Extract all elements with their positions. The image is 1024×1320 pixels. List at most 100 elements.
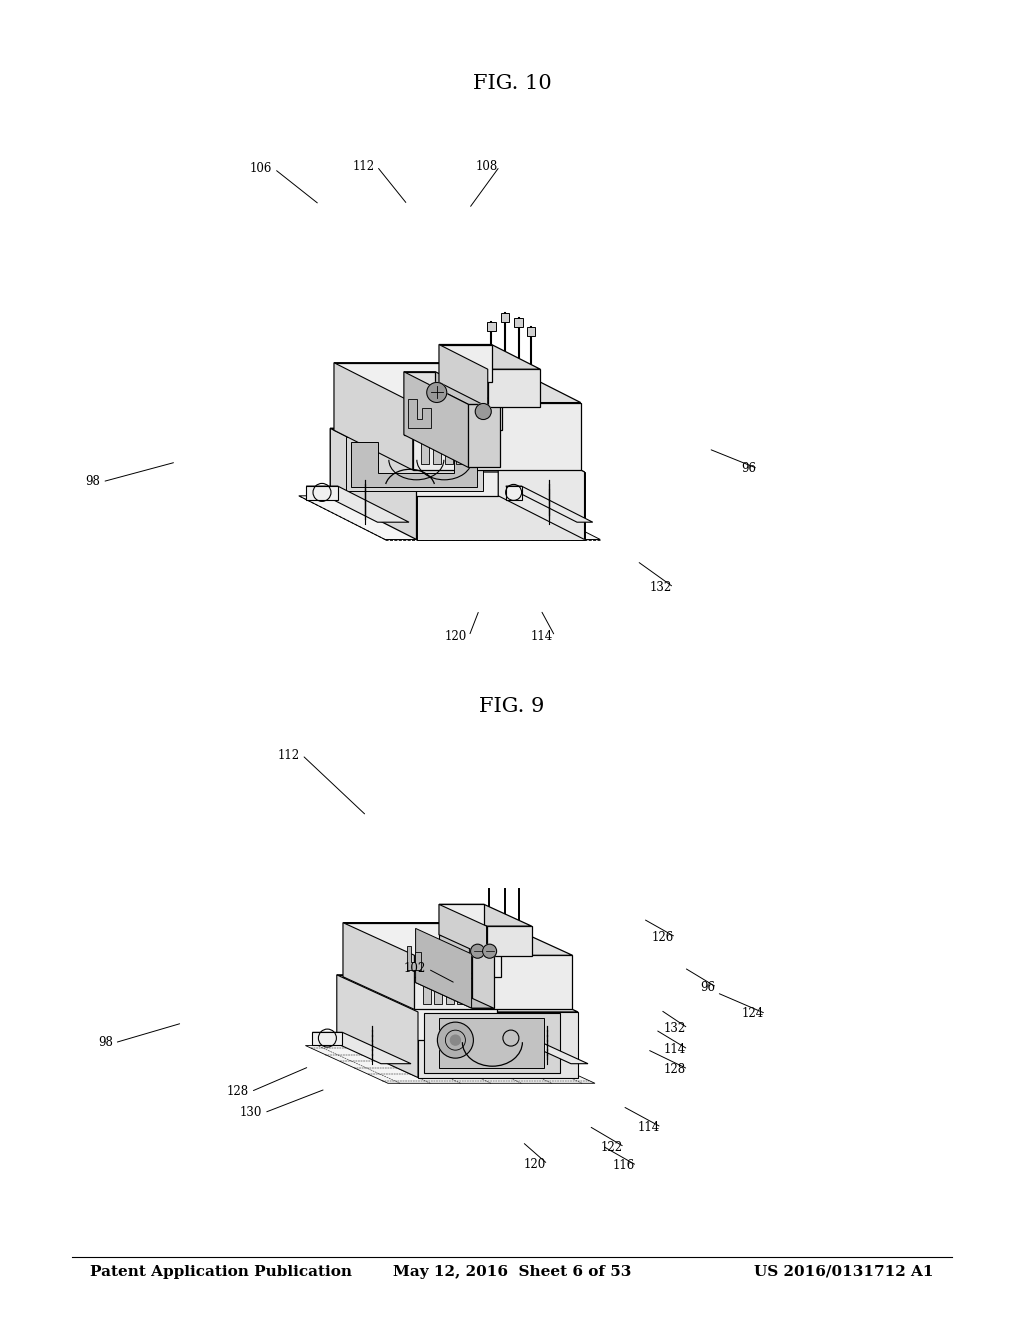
Text: 96: 96 — [740, 462, 756, 475]
Text: 124: 124 — [741, 1007, 764, 1020]
Polygon shape — [440, 383, 450, 433]
Polygon shape — [439, 904, 531, 927]
Polygon shape — [487, 370, 541, 407]
Polygon shape — [439, 904, 484, 935]
Polygon shape — [407, 945, 421, 970]
Polygon shape — [337, 975, 418, 1077]
Polygon shape — [312, 1032, 411, 1064]
Polygon shape — [501, 313, 509, 322]
Text: 128: 128 — [664, 1063, 686, 1076]
Polygon shape — [416, 928, 472, 1008]
Text: 114: 114 — [637, 1121, 659, 1134]
Text: 128: 128 — [226, 1085, 249, 1098]
Polygon shape — [306, 486, 338, 499]
Polygon shape — [337, 975, 497, 1040]
Polygon shape — [506, 486, 593, 523]
Circle shape — [482, 944, 497, 958]
Text: 120: 120 — [523, 1158, 546, 1171]
Text: 120: 120 — [444, 630, 467, 643]
Polygon shape — [334, 363, 502, 430]
Polygon shape — [486, 927, 531, 957]
Polygon shape — [461, 378, 482, 383]
Polygon shape — [468, 408, 476, 465]
Polygon shape — [433, 408, 441, 465]
Text: 106: 106 — [250, 162, 272, 176]
Polygon shape — [343, 923, 572, 956]
Polygon shape — [434, 960, 442, 1003]
Polygon shape — [468, 960, 476, 1003]
Polygon shape — [503, 1032, 588, 1064]
Text: 122: 122 — [600, 1140, 623, 1154]
Polygon shape — [305, 1045, 595, 1084]
Polygon shape — [343, 923, 501, 977]
Text: 96: 96 — [699, 981, 715, 994]
Polygon shape — [458, 403, 476, 408]
Polygon shape — [439, 345, 541, 370]
Text: 108: 108 — [475, 160, 498, 173]
Text: May 12, 2016  Sheet 6 of 53: May 12, 2016 Sheet 6 of 53 — [393, 1265, 631, 1279]
Polygon shape — [514, 318, 523, 327]
Polygon shape — [503, 1032, 519, 1044]
Polygon shape — [444, 408, 453, 465]
Polygon shape — [403, 372, 500, 404]
Polygon shape — [343, 923, 415, 1010]
Polygon shape — [334, 363, 581, 403]
Polygon shape — [469, 925, 482, 978]
Polygon shape — [457, 960, 465, 1003]
Text: 132: 132 — [649, 581, 672, 594]
Polygon shape — [331, 428, 499, 496]
Polygon shape — [312, 1032, 342, 1044]
Circle shape — [475, 404, 492, 420]
Polygon shape — [331, 428, 585, 473]
Polygon shape — [411, 403, 429, 408]
Polygon shape — [416, 982, 494, 1008]
Text: 116: 116 — [612, 1159, 635, 1172]
Polygon shape — [421, 408, 429, 465]
Polygon shape — [472, 954, 494, 1008]
Polygon shape — [346, 437, 482, 491]
Polygon shape — [418, 1012, 578, 1077]
Polygon shape — [306, 486, 409, 523]
Polygon shape — [428, 378, 450, 383]
Polygon shape — [409, 399, 431, 428]
Polygon shape — [334, 363, 413, 470]
Polygon shape — [415, 956, 572, 1010]
Polygon shape — [439, 345, 492, 383]
Polygon shape — [403, 372, 468, 467]
Polygon shape — [351, 442, 477, 487]
Polygon shape — [506, 486, 521, 499]
Polygon shape — [424, 1012, 560, 1073]
Polygon shape — [527, 327, 536, 335]
Polygon shape — [445, 403, 465, 408]
Text: 126: 126 — [651, 931, 674, 944]
Polygon shape — [473, 383, 482, 433]
Polygon shape — [468, 404, 500, 467]
Circle shape — [427, 383, 446, 403]
Text: 98: 98 — [98, 1036, 113, 1049]
Polygon shape — [439, 932, 482, 978]
Polygon shape — [457, 408, 465, 465]
Polygon shape — [299, 496, 600, 540]
Text: 98: 98 — [86, 475, 100, 488]
Polygon shape — [434, 403, 453, 408]
Polygon shape — [457, 383, 466, 433]
Text: FIG. 9: FIG. 9 — [479, 697, 545, 715]
Polygon shape — [439, 1018, 545, 1068]
Polygon shape — [444, 378, 466, 383]
Polygon shape — [439, 345, 487, 407]
Text: FIG. 10: FIG. 10 — [473, 74, 551, 92]
Polygon shape — [489, 383, 499, 433]
Circle shape — [437, 1022, 473, 1059]
Text: 112: 112 — [278, 748, 300, 762]
Polygon shape — [499, 428, 585, 540]
Polygon shape — [422, 403, 441, 408]
Text: 112: 112 — [352, 160, 375, 173]
Text: US 2016/0131712 A1: US 2016/0131712 A1 — [755, 1265, 934, 1279]
Polygon shape — [337, 975, 578, 1012]
Polygon shape — [413, 403, 581, 470]
Polygon shape — [477, 378, 499, 383]
Text: 102: 102 — [403, 962, 426, 975]
Text: Patent Application Publication: Patent Application Publication — [90, 1265, 352, 1279]
Circle shape — [471, 944, 484, 958]
Polygon shape — [403, 372, 435, 434]
